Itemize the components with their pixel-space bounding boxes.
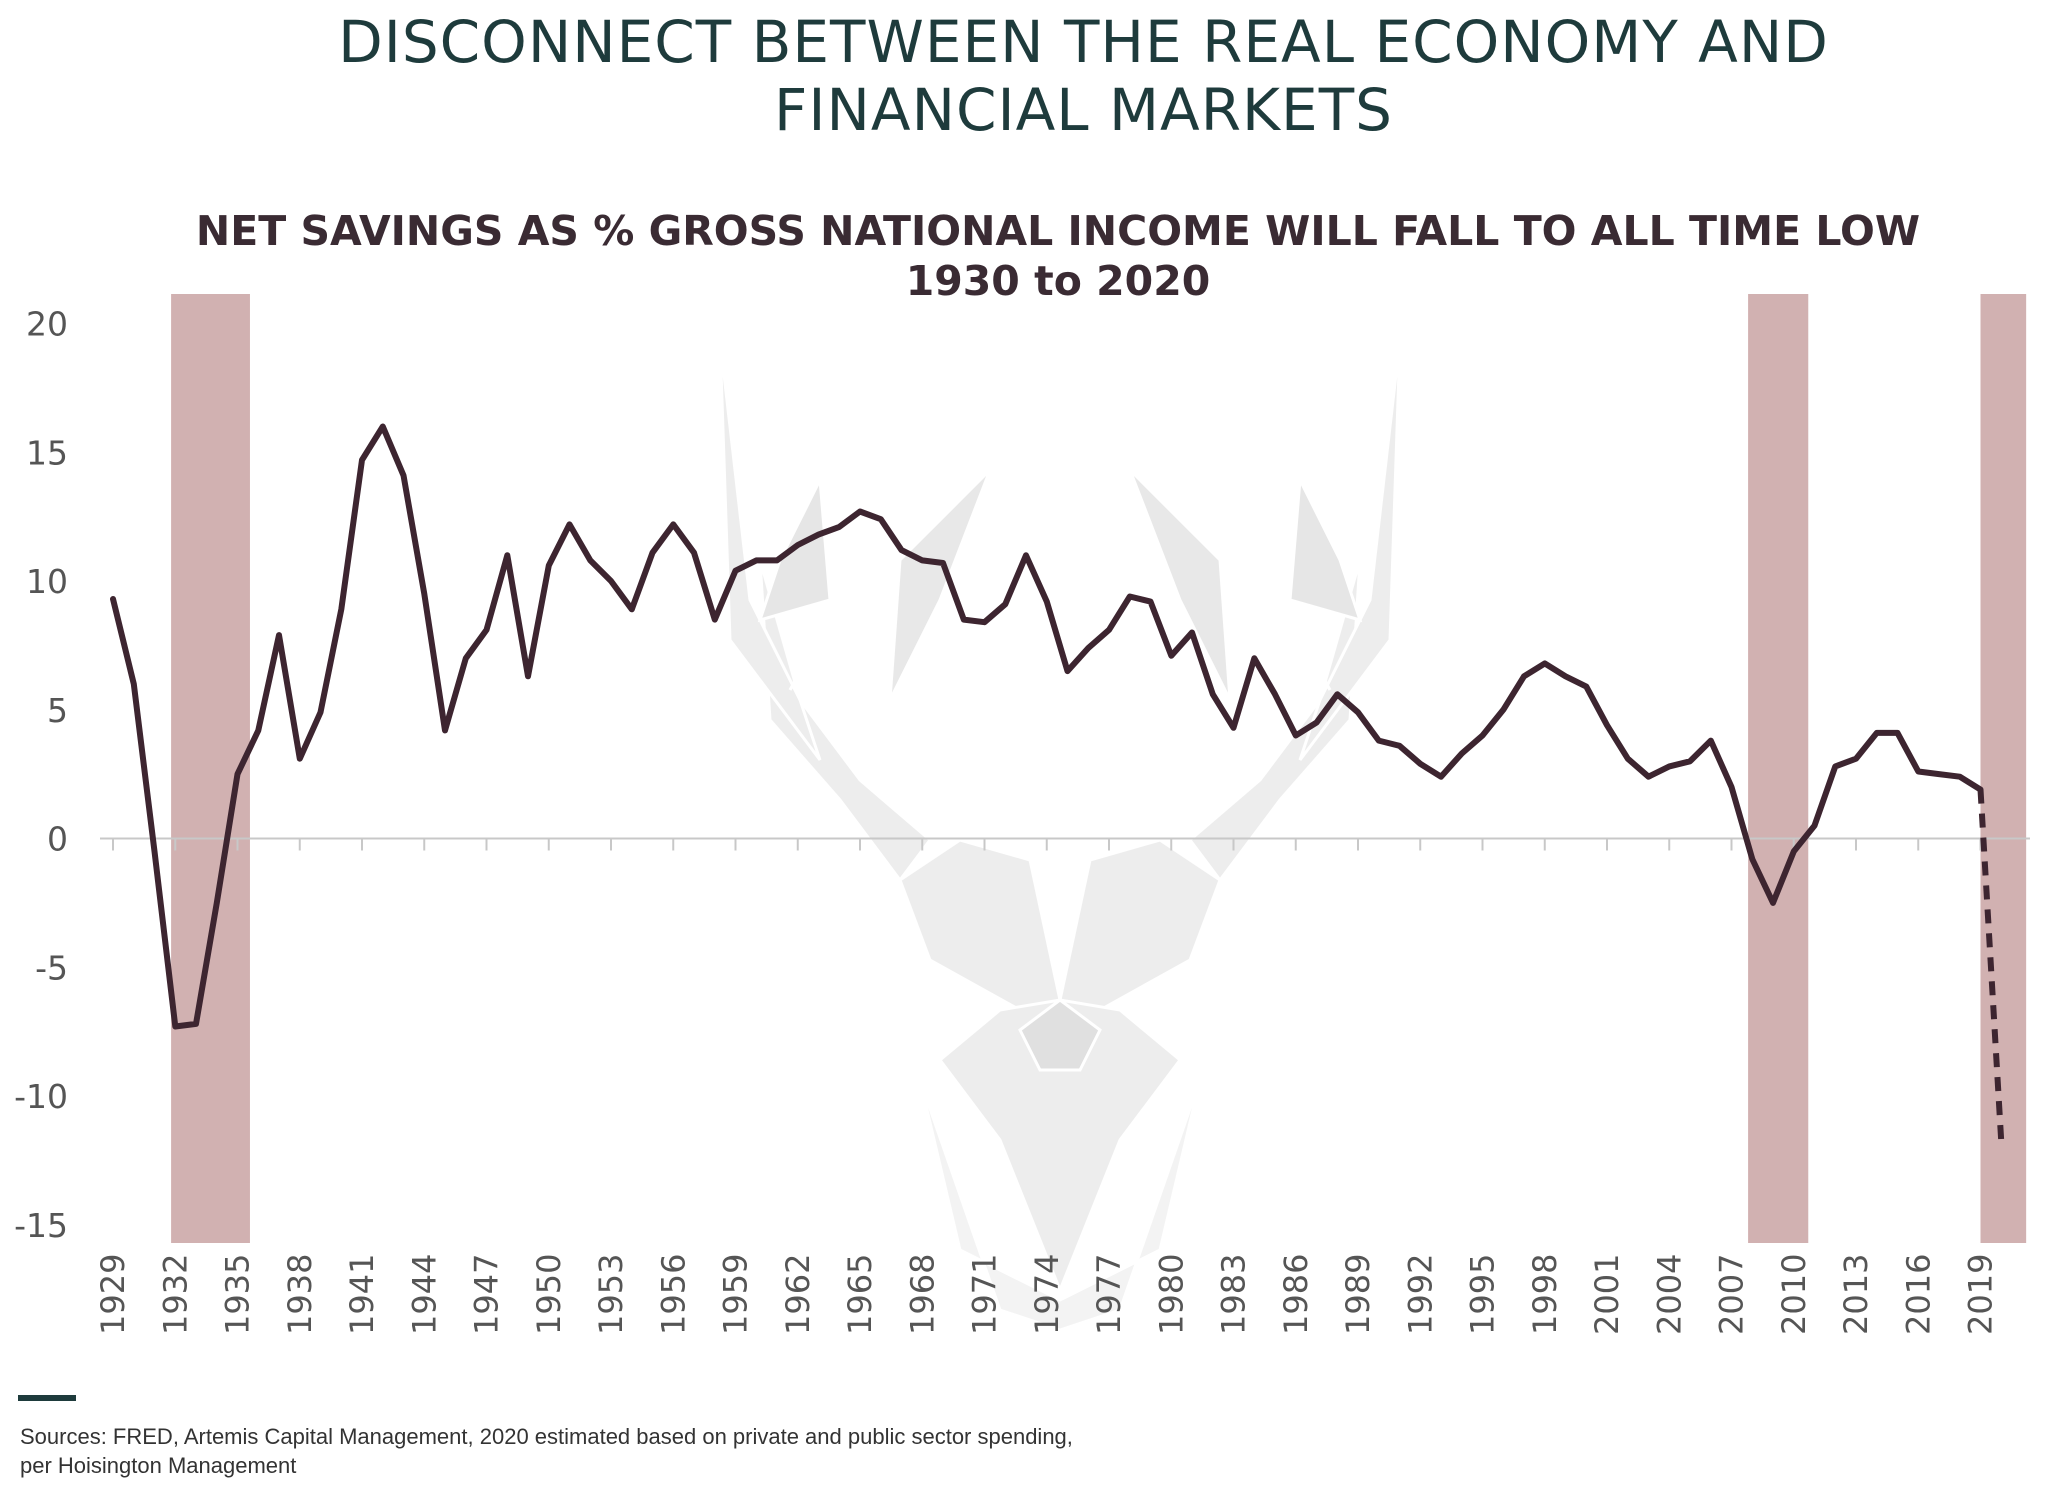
x-tick-label: 1995 [1464,1254,1502,1335]
series-lines [110,423,2005,1143]
x-axis-labels: 1929 1932 1935 1938 1941 1944 1947 1950 1953 1956… [94,1254,2000,1335]
x-tick-label: 2001 [1588,1254,1626,1335]
y-axis-labels: 20 15 10 5 0 -5 -10 -15 [14,305,68,1245]
x-tick-label: 1989 [1339,1254,1377,1335]
x-tick-label: 1947 [468,1254,506,1335]
x-tick-label: 1962 [779,1254,817,1335]
x-tick-label: 2019 [1962,1254,2000,1335]
y-tick-label: 20 [26,305,68,344]
x-tick-label: 1950 [530,1254,568,1335]
y-tick-label: 15 [26,433,68,472]
x-tick-label: 1938 [281,1254,319,1335]
stag-head-icon [718,339,1402,1332]
x-tick-label: 1971 [966,1254,1004,1335]
x-axis-ticks [112,838,1982,851]
page-title-line-2: FINANCIAL MARKETS [774,76,1393,144]
source-note: Sources: FRED, Artemis Capital Managemen… [20,1424,1073,1478]
x-tick-label: 1992 [1401,1254,1439,1335]
x-tick-label: 1998 [1526,1254,1564,1335]
y-tick-label: -15 [14,1206,68,1245]
x-tick-label: 1944 [405,1254,443,1335]
recession-band-1 [171,294,250,1243]
x-tick-label: 2016 [1899,1254,1937,1335]
x-tick-label: 1974 [1028,1254,1066,1335]
x-tick-label: 1932 [156,1254,194,1335]
x-tick-label: 1983 [1215,1254,1253,1335]
x-tick-label: 1980 [1152,1254,1190,1335]
recession-bands [171,294,2027,1243]
chart-title: NET SAVINGS AS % GROSS NATIONAL INCOME W… [108,206,2008,306]
recession-band-2 [1748,294,1809,1243]
recession-band-3 [1980,294,2027,1243]
y-tick-label: -5 [35,948,68,987]
x-tick-label: 1959 [717,1254,755,1335]
net-savings-line [110,423,1984,1030]
y-tick-label: 0 [47,820,68,859]
page-title-line-1: DISCONNECT BETWEEN THE REAL ECONOMY AND [338,8,1829,76]
x-tick-label: 2013 [1837,1254,1875,1335]
chart-title-main: NET SAVINGS AS % GROSS NATIONAL INCOME W… [195,207,1921,255]
y-tick-label: -10 [14,1077,68,1116]
x-tick-label: 1941 [343,1254,381,1335]
x-tick-label: 1968 [903,1254,941,1335]
x-tick-label: 2010 [1775,1254,1813,1335]
x-tick-label: 1956 [654,1254,692,1335]
page-title: DISCONNECT BETWEEN THE REAL ECONOMY AND … [0,8,2067,144]
x-tick-label: 1965 [841,1254,879,1335]
y-tick-label: 5 [47,691,68,730]
y-tick-label: 10 [26,562,68,601]
footer-rule [18,1395,76,1401]
x-tick-label: 1953 [592,1254,630,1335]
x-tick-label: 1929 [94,1254,132,1335]
chart-subtitle: 1930 to 2020 [905,257,1211,305]
x-tick-label: 1935 [219,1254,257,1335]
estimate-dashed-line [1977,789,2005,1143]
x-tick-label: 1986 [1277,1254,1315,1335]
x-tick-label: 2004 [1650,1254,1688,1335]
x-tick-label: 1977 [1090,1254,1128,1335]
x-tick-label: 2007 [1713,1254,1751,1335]
